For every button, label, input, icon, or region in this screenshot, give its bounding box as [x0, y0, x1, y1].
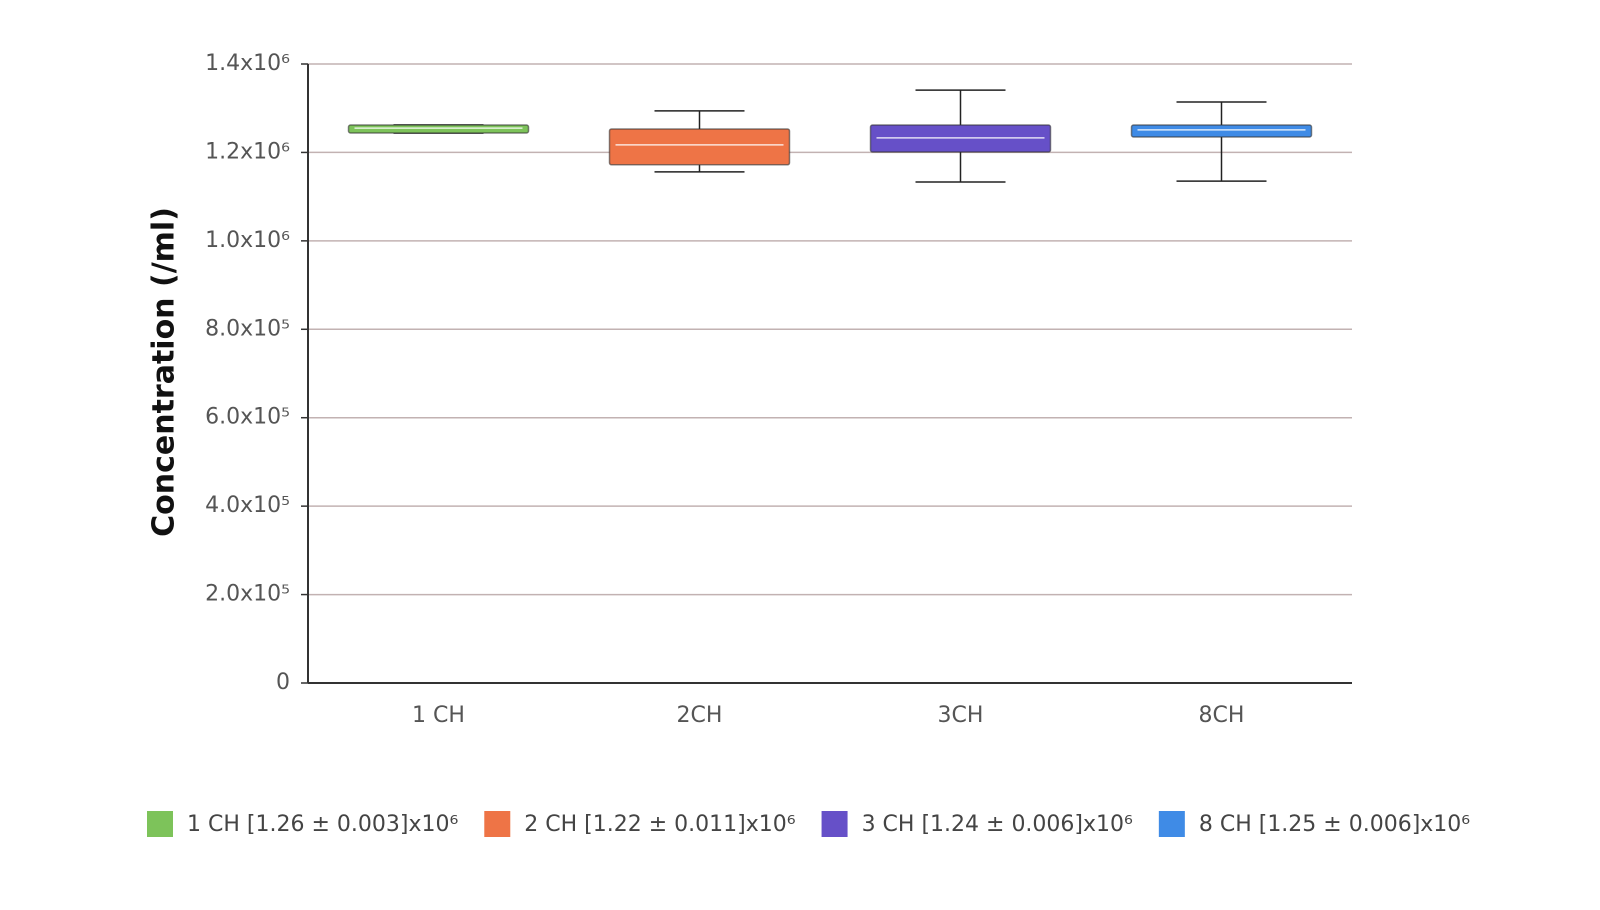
legend-label: 8 CH [1.25 ± 0.006]x10⁶ — [1199, 812, 1470, 837]
box — [1130, 124, 1313, 138]
x-tick-label: 1 CH — [412, 703, 465, 728]
legend-swatch — [484, 811, 511, 837]
legend-swatch — [147, 811, 173, 837]
box — [347, 124, 530, 134]
legend-label: 2 CH [1.22 ± 0.011]x10⁶ — [524, 812, 795, 837]
y-tick-label: 1.0x10⁶ — [205, 228, 290, 253]
y-axis-label: Concentration (/ml) — [147, 207, 182, 537]
y-tick-label: 8.0x10⁵ — [205, 316, 290, 341]
legend-swatch — [1158, 811, 1185, 837]
y-tick-label: 0 — [276, 670, 290, 695]
y-tick-label: 1.4x10⁶ — [205, 51, 290, 76]
box — [608, 128, 791, 166]
legend-label: 1 CH [1.26 ± 0.003]x10⁶ — [187, 812, 458, 837]
legend-label: 3 CH [1.24 ± 0.006]x10⁶ — [862, 812, 1133, 837]
y-tick-label: 1.2x10⁶ — [205, 139, 290, 164]
y-tick-label: 6.0x10⁵ — [205, 405, 290, 430]
x-tick-label: 3CH — [938, 703, 984, 728]
x-tick-label: 2CH — [677, 703, 723, 728]
y-tick-label: 2.0x10⁵ — [205, 582, 290, 607]
y-tick-label: 4.0x10⁵ — [205, 493, 290, 518]
x-tick-label: 8CH — [1199, 703, 1245, 728]
legend-swatch — [821, 811, 848, 837]
